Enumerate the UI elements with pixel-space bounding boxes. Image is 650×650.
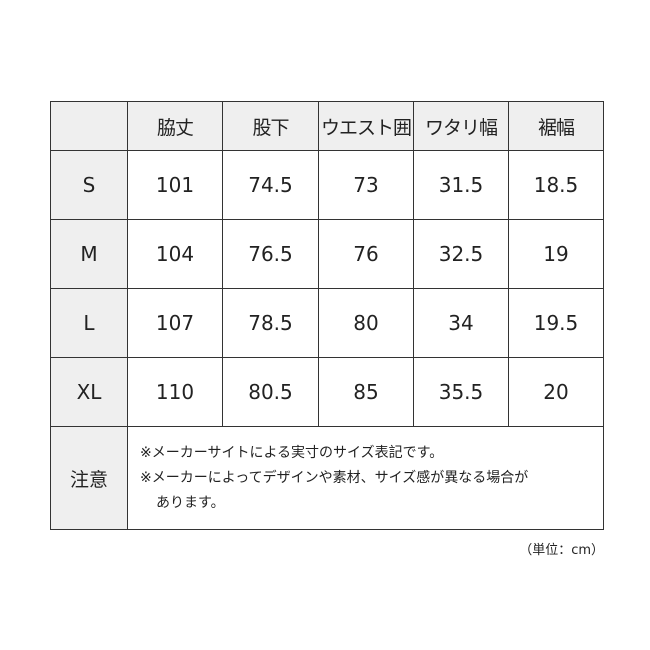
size-label: S [50,150,128,220]
notes-label: 注意 [50,426,128,530]
cell: 78.5 [222,288,319,358]
cell: 101 [127,150,223,220]
cell: 35.5 [413,357,509,427]
cell: 76 [318,219,414,289]
table-row: XL 110 80.5 85 35.5 20 [50,357,604,427]
table-row: M 104 76.5 76 32.5 19 [50,219,604,289]
size-label: XL [50,357,128,427]
cell: 110 [127,357,223,427]
header-corner [50,101,128,151]
cell: 107 [127,288,223,358]
header-inseam: 股下 [222,101,319,151]
note-line: ※メーカーによってデザインや素材、サイズ感が異なる場合が [140,469,529,486]
note-line: ※メーカーサイトによる実寸のサイズ表記です。 [140,444,444,461]
cell: 80 [318,288,414,358]
cell: 18.5 [508,150,604,220]
header-waist: ウエスト囲 [318,101,414,151]
table-row: L 107 78.5 80 34 19.5 [50,288,604,358]
size-label: M [50,219,128,289]
note-line: あります。 [156,494,225,511]
cell: 76.5 [222,219,319,289]
cell: 20 [508,357,604,427]
cell: 73 [318,150,414,220]
header-row: 脇丈 股下 ウエスト囲 ワタリ幅 裾幅 [50,101,604,151]
cell: 104 [127,219,223,289]
header-side-length: 脇丈 [127,101,223,151]
cell: 32.5 [413,219,509,289]
size-table: 脇丈 股下 ウエスト囲 ワタリ幅 裾幅 S 101 74.5 73 31.5 1… [50,101,604,530]
header-hem-width: 裾幅 [508,101,604,151]
notes-text: ※メーカーサイトによる実寸のサイズ表記です。 ※メーカーによってデザインや素材、… [127,426,604,530]
table-row: S 101 74.5 73 31.5 18.5 [50,150,604,220]
notes-row: 注意 ※メーカーサイトによる実寸のサイズ表記です。 ※メーカーによってデザインや… [50,426,604,530]
cell: 19.5 [508,288,604,358]
header-thigh-width: ワタリ幅 [413,101,509,151]
unit-label: （単位：cm） [519,543,604,558]
cell: 85 [318,357,414,427]
cell: 34 [413,288,509,358]
cell: 31.5 [413,150,509,220]
cell: 19 [508,219,604,289]
cell: 80.5 [222,357,319,427]
cell: 74.5 [222,150,319,220]
size-label: L [50,288,128,358]
